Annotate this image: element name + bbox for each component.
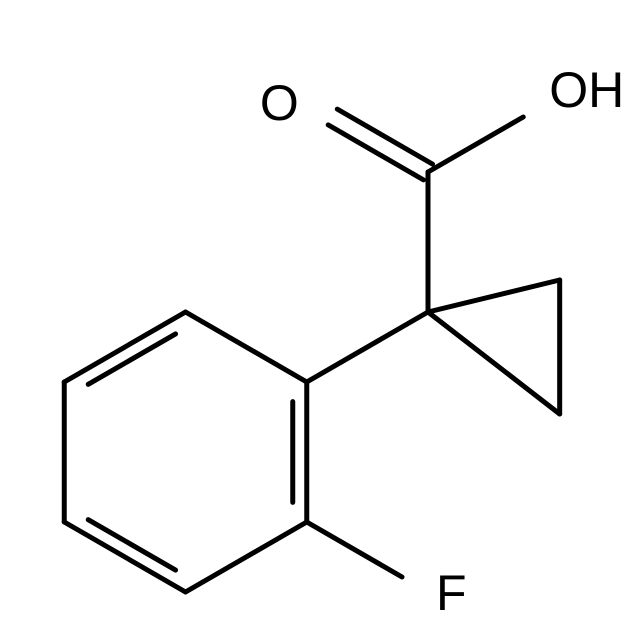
- bond: [428, 117, 523, 172]
- bond: [307, 312, 428, 382]
- atom-label-oh: OH: [549, 62, 624, 118]
- bond: [64, 522, 185, 592]
- bond: [64, 312, 185, 382]
- atom-label-o: O: [260, 75, 299, 131]
- bond: [428, 280, 560, 312]
- bond: [186, 522, 307, 592]
- bond: [307, 522, 402, 577]
- bond: [428, 312, 560, 414]
- molecule-diagram: F O OH: [0, 0, 640, 627]
- atom-label-f: F: [436, 565, 467, 621]
- bond: [186, 312, 307, 382]
